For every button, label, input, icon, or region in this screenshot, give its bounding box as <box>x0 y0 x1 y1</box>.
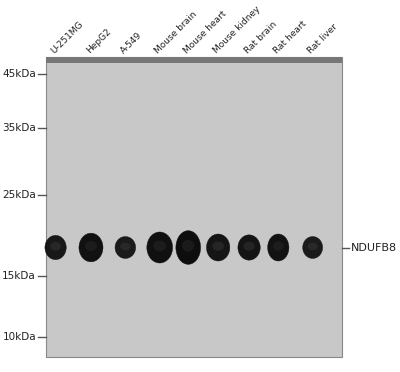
Ellipse shape <box>182 240 194 252</box>
Ellipse shape <box>244 242 255 251</box>
Text: U-251MG: U-251MG <box>49 19 85 55</box>
Bar <box>46 57 342 357</box>
Ellipse shape <box>238 235 260 260</box>
Ellipse shape <box>79 233 103 262</box>
Text: Rat heart: Rat heart <box>272 19 308 55</box>
Text: 15kDa: 15kDa <box>2 271 36 281</box>
Text: Rat liver: Rat liver <box>306 22 340 55</box>
Text: NDUFB8: NDUFB8 <box>350 243 396 253</box>
Text: Mouse kidney: Mouse kidney <box>212 5 262 55</box>
Text: Mouse brain: Mouse brain <box>153 10 199 55</box>
Ellipse shape <box>268 234 289 261</box>
Ellipse shape <box>273 241 284 251</box>
Text: HepG2: HepG2 <box>85 27 113 55</box>
Ellipse shape <box>120 243 130 250</box>
Ellipse shape <box>147 232 173 263</box>
Ellipse shape <box>45 235 66 260</box>
Ellipse shape <box>153 241 166 251</box>
Bar <box>46 57 342 63</box>
Text: 45kDa: 45kDa <box>2 69 36 79</box>
Ellipse shape <box>85 241 97 251</box>
Text: Rat brain: Rat brain <box>243 20 278 55</box>
Ellipse shape <box>206 234 230 261</box>
Text: 35kDa: 35kDa <box>2 123 36 133</box>
Ellipse shape <box>50 242 61 250</box>
Text: A-549: A-549 <box>119 31 144 55</box>
Ellipse shape <box>176 231 201 264</box>
Text: 25kDa: 25kDa <box>2 190 36 200</box>
Ellipse shape <box>303 237 323 259</box>
Ellipse shape <box>212 241 224 251</box>
Ellipse shape <box>308 243 318 250</box>
Ellipse shape <box>115 237 136 259</box>
Text: 10kDa: 10kDa <box>2 332 36 342</box>
Text: Mouse heart: Mouse heart <box>182 9 228 55</box>
